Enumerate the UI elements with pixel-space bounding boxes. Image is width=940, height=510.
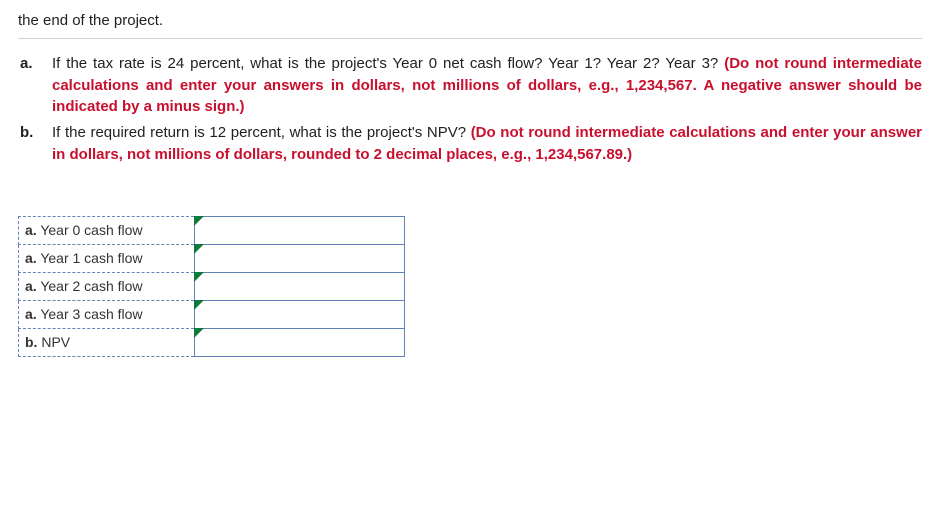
row-input-cell[interactable] (195, 300, 405, 328)
question-b: b. If the required return is 12 percent,… (42, 122, 922, 166)
table-row: a. Year 0 cash flow (19, 216, 405, 244)
row-prefix: a. (25, 222, 37, 238)
row-input-cell[interactable] (195, 272, 405, 300)
input-indicator-icon (194, 300, 204, 310)
npv-input[interactable] (195, 329, 404, 356)
table-row: b. NPV (19, 328, 405, 356)
table-row: a. Year 2 cash flow (19, 272, 405, 300)
row-label-cell: a. Year 1 cash flow (19, 244, 195, 272)
input-indicator-icon (194, 244, 204, 254)
row-label: Year 0 cash flow (37, 222, 143, 238)
question-a: a. If the tax rate is 24 percent, what i… (42, 53, 922, 118)
row-input-cell[interactable] (195, 328, 405, 356)
input-indicator-icon (194, 216, 204, 226)
row-label-cell: a. Year 3 cash flow (19, 300, 195, 328)
top-fragment-text: the end of the project. (18, 12, 163, 29)
answer-table-body: a. Year 0 cash flow a. Year 1 cash flow … (19, 216, 405, 356)
question-b-marker: b. (20, 122, 33, 144)
table-row: a. Year 1 cash flow (19, 244, 405, 272)
row-prefix: a. (25, 278, 37, 294)
year3-cashflow-input[interactable] (195, 301, 404, 328)
input-indicator-icon (194, 272, 204, 282)
question-a-text: If the tax rate is 24 percent, what is t… (52, 55, 724, 72)
row-prefix: b. (25, 334, 37, 350)
row-label: Year 1 cash flow (37, 250, 143, 266)
row-prefix: a. (25, 306, 37, 322)
question-b-text: If the required return is 12 percent, wh… (52, 124, 471, 141)
page-top-fragment: the end of the project. (18, 10, 922, 39)
row-label-cell: b. NPV (19, 328, 195, 356)
row-label-cell: a. Year 0 cash flow (19, 216, 195, 244)
answer-table: a. Year 0 cash flow a. Year 1 cash flow … (18, 216, 405, 357)
year2-cashflow-input[interactable] (195, 273, 404, 300)
row-input-cell[interactable] (195, 244, 405, 272)
row-prefix: a. (25, 250, 37, 266)
input-indicator-icon (194, 328, 204, 338)
year1-cashflow-input[interactable] (195, 245, 404, 272)
table-row: a. Year 3 cash flow (19, 300, 405, 328)
question-list: a. If the tax rate is 24 percent, what i… (18, 53, 922, 166)
row-label: Year 2 cash flow (37, 278, 143, 294)
row-input-cell[interactable] (195, 216, 405, 244)
year0-cashflow-input[interactable] (195, 217, 404, 244)
row-label: Year 3 cash flow (37, 306, 143, 322)
question-a-marker: a. (20, 53, 33, 75)
row-label: NPV (37, 334, 70, 350)
row-label-cell: a. Year 2 cash flow (19, 272, 195, 300)
